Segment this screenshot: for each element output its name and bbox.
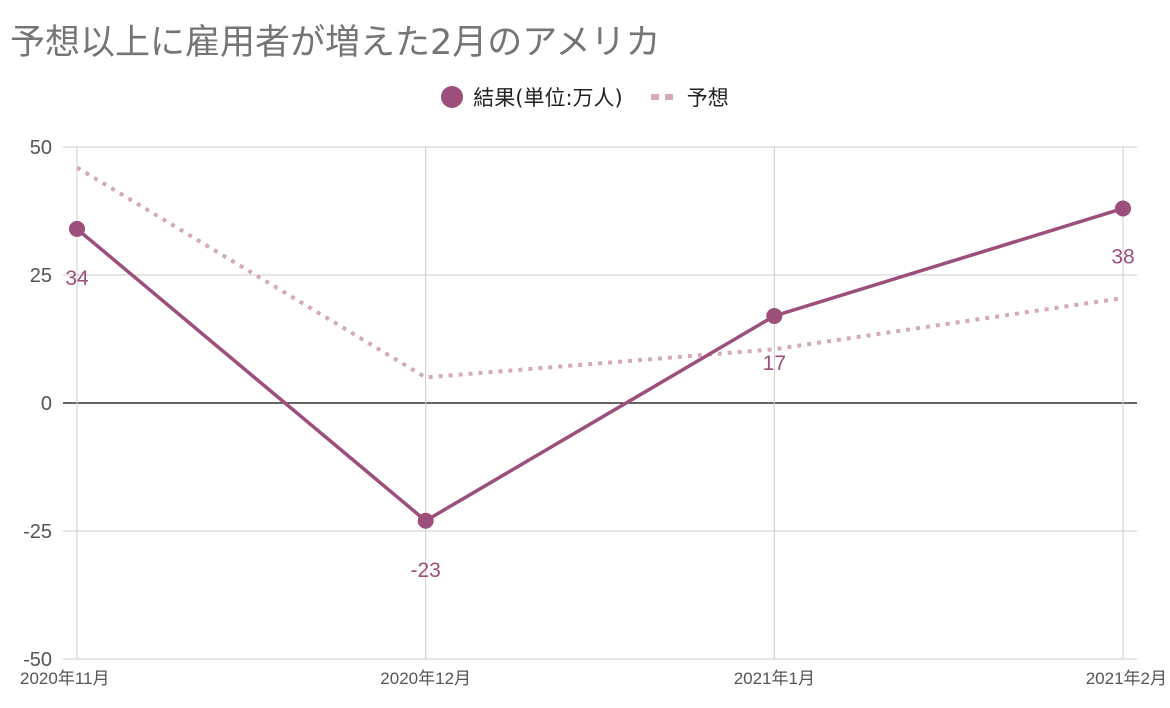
result-data-label: -23: [410, 559, 440, 582]
legend-item-result[interactable]: 結果(単位:万人): [441, 82, 623, 112]
series-layer: [69, 165, 1131, 529]
x-tick-label: 2021年1月: [734, 669, 815, 688]
result-data-label: 17: [763, 352, 786, 375]
y-tick-label: 25: [30, 265, 52, 287]
x-tick-label: 2021年2月: [1086, 669, 1167, 688]
x-tick-label: 2020年12月: [380, 669, 471, 688]
y-tick-label: -50: [23, 649, 52, 671]
result-data-label: 38: [1111, 245, 1134, 268]
result-series-line: [75, 206, 1124, 523]
legend-marker-forecast: [650, 94, 677, 100]
legend-label-result: 結果(単位:万人): [473, 86, 623, 110]
legend-label-forecast: 予想: [686, 86, 729, 110]
result-data-point: [766, 307, 783, 324]
result-data-label: 34: [65, 267, 89, 290]
y-tick-label: -25: [23, 521, 52, 543]
forecast-series-line: [75, 165, 1124, 380]
legend-item-forecast[interactable]: 予想: [650, 82, 729, 112]
result-data-point: [417, 512, 434, 529]
result-data-point: [69, 220, 85, 237]
y-tick-label: 0: [41, 393, 52, 415]
x-tick-label: 2020年11月: [20, 669, 109, 688]
label-layer: 34 -23 17 38: [65, 245, 1134, 581]
chart-title: 予想以上に雇用者が増えた2月のアメリカ: [10, 23, 661, 63]
grid-layer: [63, 146, 1137, 660]
legend: 結果(単位:万人) 予想: [0, 82, 1170, 112]
legend-marker-result: [441, 86, 464, 108]
result-data-point: [1115, 200, 1131, 217]
y-tick-label: 50: [30, 137, 52, 159]
